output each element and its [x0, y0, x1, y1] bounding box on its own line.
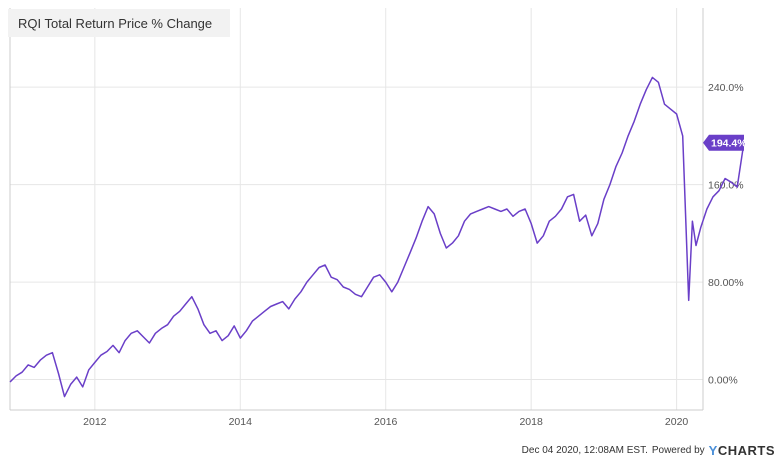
- chart-title: RQI Total Return Price % Change: [18, 15, 213, 31]
- ycharts-logo-text: CHARTS: [717, 443, 775, 458]
- last-value-badge: 194.4%: [703, 134, 747, 151]
- timestamp: Dec 04 2020, 12:08AM EST.: [521, 445, 648, 456]
- x-tick-label: 2012: [83, 416, 107, 428]
- last-value-label: 194.4%: [711, 138, 747, 150]
- x-tick-label: 2018: [519, 416, 543, 428]
- y-tick-label: 80.00%: [708, 277, 744, 289]
- last-value-badge-bg: [703, 134, 744, 151]
- legend: RQI Total Return Price % Change: [8, 9, 231, 37]
- footer: Dec 04 2020, 12:08AM EST. Powered by YCH…: [522, 443, 775, 458]
- series-line: [9, 76, 745, 398]
- ycharts-logo[interactable]: YCHARTS: [709, 443, 775, 458]
- x-tick-label: 2016: [374, 416, 398, 428]
- powered-by-label: Powered by: [651, 445, 705, 456]
- ycharts-logo-y: Y: [708, 443, 718, 458]
- y-tick-label: 240.0%: [708, 82, 744, 94]
- x-tick-label: 2020: [665, 416, 689, 428]
- y-tick-label: 0.00%: [708, 375, 738, 387]
- y-tick-label: 160.0%: [708, 180, 744, 192]
- x-tick-label: 2014: [229, 416, 253, 428]
